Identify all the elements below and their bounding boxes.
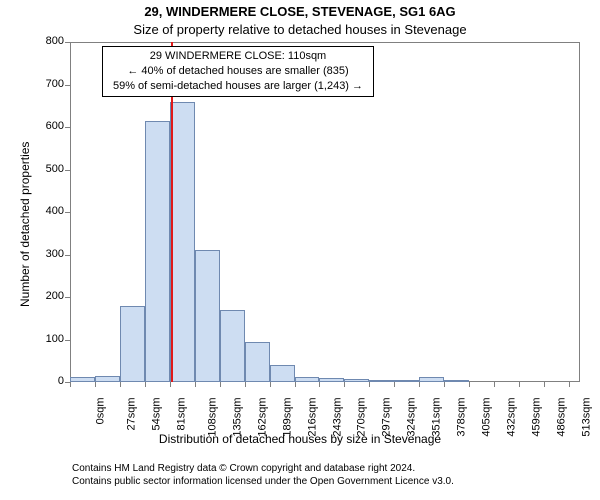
y-tick-label: 0 [34,376,64,387]
x-tick-mark [469,382,470,387]
x-tick-label: 243sqm [332,398,343,437]
y-tick-label: 100 [34,334,64,345]
y-tick-label: 300 [34,249,64,260]
histogram-bar [270,365,295,382]
x-tick-mark [245,382,246,387]
x-tick-label: 324sqm [407,398,418,437]
y-tick-mark [65,127,70,128]
y-tick-mark [65,85,70,86]
histogram-bar [120,306,145,383]
chart-title-sub: Size of property relative to detached ho… [0,22,600,37]
x-tick-mark [369,382,370,387]
x-tick-label: 162sqm [257,398,268,437]
histogram-bar [419,377,444,382]
x-tick-mark [319,382,320,387]
x-tick-label: 216sqm [307,398,318,437]
x-tick-label: 405sqm [482,398,493,437]
histogram-bar [95,376,120,382]
chart-container: 29, WINDERMERE CLOSE, STEVENAGE, SG1 6AG… [0,0,600,500]
x-tick-mark [195,382,196,387]
x-tick-mark [419,382,420,387]
y-tick-mark [65,297,70,298]
histogram-bar [444,380,469,382]
annotation-line-2: ← 40% of detached houses are smaller (83… [107,64,369,79]
y-tick-label: 400 [34,206,64,217]
x-tick-mark [394,382,395,387]
y-tick-mark [65,255,70,256]
annotation-line-3: 59% of semi-detached houses are larger (… [107,79,369,94]
x-tick-mark [120,382,121,387]
y-tick-mark [65,340,70,341]
y-tick-mark [65,212,70,213]
credits-line-2: Contains public sector information licen… [72,475,454,488]
x-tick-label: 513sqm [582,398,593,437]
y-tick-mark [65,170,70,171]
annotation-box: 29 WINDERMERE CLOSE: 110sqm ← 40% of det… [102,46,374,97]
x-tick-mark [220,382,221,387]
x-tick-label: 27sqm [126,398,137,431]
x-tick-label: 189sqm [282,398,293,437]
x-tick-mark [95,382,96,387]
y-tick-label: 500 [34,164,64,175]
x-tick-mark [569,382,570,387]
histogram-bar [295,377,320,382]
y-tick-label: 600 [34,121,64,132]
x-tick-label: 432sqm [507,398,518,437]
x-tick-label: 459sqm [532,398,543,437]
x-tick-label: 297sqm [382,398,393,437]
x-tick-label: 0sqm [95,398,106,425]
x-tick-mark [519,382,520,387]
histogram-bar [319,378,344,382]
x-tick-mark [70,382,71,387]
histogram-bar [70,377,95,382]
annotation-line-1: 29 WINDERMERE CLOSE: 110sqm [107,49,369,64]
x-tick-label: 486sqm [557,398,568,437]
x-tick-mark [444,382,445,387]
y-tick-mark [65,42,70,43]
x-tick-label: 108sqm [207,398,218,437]
y-axis-label: Number of detached properties [18,142,32,307]
histogram-bar [170,102,195,383]
histogram-bar [344,379,369,382]
histogram-bar [220,310,245,382]
histogram-bar [195,250,220,382]
y-tick-label: 200 [34,291,64,302]
chart-title-main: 29, WINDERMERE CLOSE, STEVENAGE, SG1 6AG [0,4,600,19]
credits: Contains HM Land Registry data © Crown c… [72,462,454,488]
x-tick-mark [344,382,345,387]
histogram-bar [369,380,394,382]
x-tick-label: 270sqm [357,398,368,437]
y-tick-label: 800 [34,36,64,47]
histogram-bar [245,342,270,382]
x-tick-label: 135sqm [232,398,243,437]
x-tick-mark [295,382,296,387]
x-tick-mark [494,382,495,387]
x-tick-mark [170,382,171,387]
x-tick-label: 351sqm [432,398,443,437]
x-tick-mark [544,382,545,387]
histogram-bar [145,121,170,382]
x-tick-label: 54sqm [151,398,162,431]
x-tick-label: 81sqm [176,398,187,431]
y-tick-label: 700 [34,79,64,90]
credits-line-1: Contains HM Land Registry data © Crown c… [72,462,454,475]
x-tick-mark [270,382,271,387]
x-tick-label: 378sqm [457,398,468,437]
histogram-bar [394,380,419,382]
x-tick-mark [145,382,146,387]
